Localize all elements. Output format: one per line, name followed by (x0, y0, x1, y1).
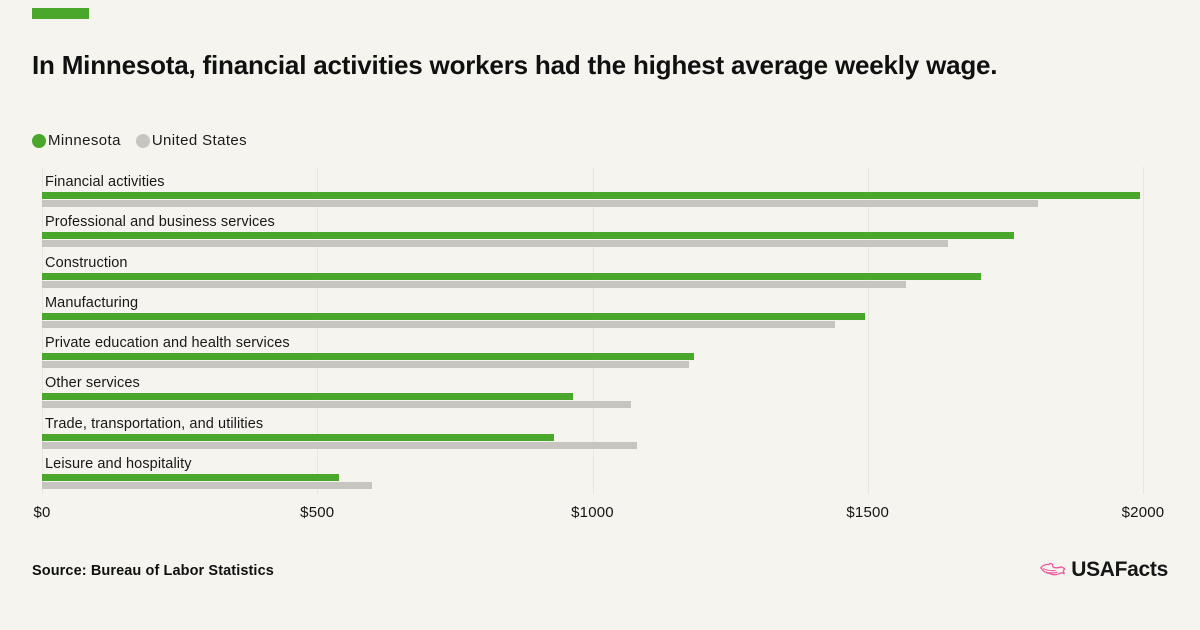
logo-wordmark: USAFacts (1071, 558, 1168, 581)
bar-minnesota (42, 192, 1141, 199)
axis-tick-label: $0 (33, 504, 51, 521)
bar-united-states (42, 320, 835, 328)
gridline (867, 167, 869, 494)
legend-swatch (135, 133, 150, 148)
bar-united-states (42, 240, 948, 248)
gridline (592, 167, 594, 494)
chart-row: Manufacturing (42, 291, 1143, 331)
chart-row: Financial activities (42, 170, 1143, 210)
bar-united-states (42, 441, 637, 449)
legend-item: United States (135, 132, 248, 149)
chart-row: Trade, transportation, and utilities (42, 412, 1143, 452)
legend-item: Minnesota (32, 132, 121, 149)
x-axis: $0 $500 $1000 $1500 $2000 (33, 504, 1164, 524)
bar-united-states (42, 200, 1039, 207)
axis-tick-label: $1000 (571, 504, 614, 521)
chart-row: Private education and health services (42, 331, 1143, 371)
category-label: Construction (45, 254, 128, 271)
bar-united-states (42, 361, 689, 369)
gridline (1143, 167, 1144, 494)
category-label: Leisure and hospitality (45, 456, 192, 473)
category-label: Financial activities (45, 174, 165, 190)
bar-minnesota (42, 474, 340, 482)
gridline (317, 167, 319, 494)
chart-row: Construction (42, 251, 1143, 291)
bar-minnesota (42, 312, 865, 320)
category-label: Trade, transportation, and utilities (45, 415, 264, 432)
category-label: Manufacturing (45, 294, 139, 311)
axis-tick-label: $2000 (1121, 504, 1165, 521)
source-note: Source: Bureau of Labor Statistics (32, 563, 274, 579)
axis-tick-label: $500 (300, 504, 335, 521)
category-label: Private education and health services (45, 335, 290, 352)
bar-united-states (42, 401, 632, 409)
category-label: Other services (45, 375, 140, 392)
legend-label: United States (151, 132, 248, 149)
bar-united-states (42, 482, 373, 490)
gridline (42, 167, 43, 494)
legend-label: Minnesota (48, 132, 121, 149)
chart-title: In Minnesota, financial activities worke… (32, 50, 998, 80)
plot-area: Financial activities Professional and bus… (42, 167, 1144, 494)
usa-map-icon (1040, 562, 1066, 575)
legend-swatch (32, 133, 46, 148)
bar-united-states (42, 280, 907, 288)
bar-minnesota (42, 393, 574, 401)
brand-accent-bar (32, 8, 89, 19)
category-label: Professional and business services (45, 214, 275, 231)
legend: Minnesota United States (32, 132, 247, 149)
bar-minnesota (42, 272, 981, 280)
bar-minnesota (42, 232, 1014, 240)
bar-minnesota (42, 353, 695, 361)
bar-minnesota (42, 433, 554, 441)
usafacts-logo: USAFacts (1039, 558, 1168, 582)
chart-row: Leisure and hospitality (42, 452, 1143, 492)
chart-row: Professional and business services (42, 210, 1143, 250)
chart-row: Other services (42, 371, 1143, 411)
axis-tick-label: $1500 (846, 504, 890, 521)
